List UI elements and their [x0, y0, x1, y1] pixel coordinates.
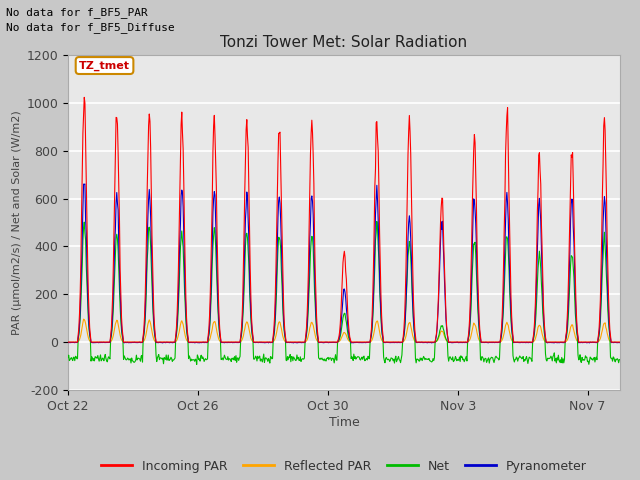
- Title: Tonzi Tower Met: Solar Radiation: Tonzi Tower Met: Solar Radiation: [220, 35, 468, 49]
- Text: No data for f_BF5_Diffuse: No data for f_BF5_Diffuse: [6, 22, 175, 33]
- Text: No data for f_BF5_PAR: No data for f_BF5_PAR: [6, 7, 148, 18]
- Text: TZ_tmet: TZ_tmet: [79, 60, 130, 71]
- Y-axis label: PAR (μmol/m2/s) / Net and Solar (W/m2): PAR (μmol/m2/s) / Net and Solar (W/m2): [12, 110, 22, 335]
- X-axis label: Time: Time: [328, 416, 360, 429]
- Legend: Incoming PAR, Reflected PAR, Net, Pyranometer: Incoming PAR, Reflected PAR, Net, Pyrano…: [96, 455, 592, 478]
